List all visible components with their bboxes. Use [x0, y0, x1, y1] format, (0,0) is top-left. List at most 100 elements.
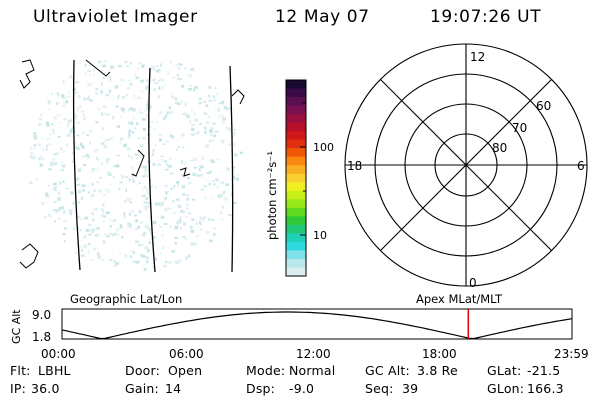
speckle-dot: [209, 133, 214, 137]
speckle-dot: [115, 105, 119, 108]
speckle-dot: [153, 88, 156, 91]
glat-value: -21.5: [527, 363, 561, 378]
speckle-dot: [50, 93, 53, 96]
speckle-dot: [102, 203, 105, 207]
speckle-dot: [170, 187, 173, 190]
speckle-dot: [162, 143, 166, 145]
speckle-dot: [233, 177, 237, 181]
speckle-dot: [101, 127, 105, 131]
status-label: GLon:: [487, 381, 525, 396]
speckle-dot: [47, 100, 52, 104]
speckle-dot: [206, 121, 210, 124]
speckle-dot: [75, 141, 77, 144]
altitude-xtick-label: 23:59: [554, 347, 589, 361]
meridian-line: [148, 67, 156, 273]
speckle-dot: [52, 187, 56, 190]
speckle-dot: [93, 189, 96, 193]
speckle-dot: [89, 99, 93, 102]
speckle-dot: [128, 129, 132, 133]
speckle-dot: [90, 229, 93, 233]
speckle-dot: [146, 103, 149, 106]
speckle-dot: [165, 260, 168, 263]
speckle-dot: [119, 223, 122, 228]
speckle-dot: [141, 194, 146, 198]
speckle-dot: [159, 225, 163, 228]
speckle-dot: [162, 245, 165, 250]
speckle-dot: [52, 182, 57, 186]
speckle-dot: [129, 255, 133, 258]
speckle-dot: [69, 129, 73, 133]
speckle-dot: [157, 163, 162, 166]
speckle-dot: [122, 213, 126, 216]
speckle-dot: [157, 69, 161, 73]
speckle-dot: [87, 191, 90, 194]
speckle-dot: [136, 96, 140, 99]
mlt-label-noon: 12: [470, 50, 485, 64]
speckle-dot: [58, 207, 62, 210]
speckle-dot: [119, 253, 121, 256]
speckle-dot: [158, 133, 162, 136]
speckle-dot: [104, 189, 107, 192]
speckle-dot: [143, 186, 147, 189]
speckle-dot: [161, 159, 163, 163]
colorbar-tick-label: 100: [313, 141, 334, 154]
speckle-dot: [106, 113, 110, 116]
colorbar-segment: [286, 156, 306, 166]
speckle-dot: [185, 203, 189, 206]
altitude-ytick-label: 1.8: [32, 330, 51, 344]
colorbar-segment: [286, 114, 306, 124]
speckle-dot: [164, 208, 168, 212]
colorbar-ticks: [300, 102, 306, 236]
speckle-dot: [196, 234, 199, 238]
speckle-dot: [110, 137, 113, 140]
speckle-dot: [109, 258, 113, 261]
speckle-dot: [215, 178, 218, 182]
speckle-dot: [62, 232, 66, 236]
speckle-dot: [172, 211, 176, 214]
speckle-dot: [186, 207, 189, 210]
speckle-dot: [193, 157, 197, 162]
speckle-dot: [101, 258, 104, 261]
speckle-dot: [68, 119, 72, 122]
speckle-dot: [142, 136, 146, 140]
speckle-dot: [55, 92, 59, 94]
speckle-dot: [169, 110, 173, 114]
speckle-dot: [210, 139, 214, 142]
speckle-dot: [181, 174, 185, 177]
speckle-dot: [217, 108, 220, 111]
speckle-dot: [218, 196, 221, 199]
speckle-dot: [190, 67, 195, 71]
status-label: GC Alt:: [365, 363, 410, 378]
speckle-dot: [209, 239, 213, 242]
speckle-dot: [78, 168, 81, 172]
speckle-dot: [118, 64, 122, 67]
speckle-dot: [89, 141, 92, 145]
speckle-dot: [145, 256, 149, 260]
speckle-dot: [75, 115, 79, 117]
speckle-dot: [70, 191, 74, 195]
speckle-dot: [182, 236, 186, 238]
speckle-dot: [227, 214, 232, 216]
speckle-dot: [98, 255, 101, 259]
speckle-dot: [212, 180, 215, 183]
speckle-dot: [211, 219, 215, 221]
speckle-dot: [142, 254, 146, 258]
speckle-dot: [74, 145, 78, 149]
speckle-dot: [175, 198, 180, 201]
speckle-dot: [93, 208, 97, 211]
speckle-dot: [75, 81, 80, 84]
speckle-dot: [68, 91, 70, 94]
speckle-dot: [84, 72, 87, 75]
speckle-dot: [33, 146, 36, 149]
speckle-dot: [53, 200, 57, 204]
speckle-dot: [65, 100, 68, 104]
speckle-dot: [222, 100, 225, 103]
speckle-dot: [144, 246, 149, 250]
speckle-dot: [63, 210, 66, 214]
speckle-dot: [59, 181, 61, 185]
speckle-dot: [211, 160, 215, 163]
speckle-dot: [145, 260, 149, 264]
speckle-dot: [149, 232, 153, 235]
lat-label-80: 80: [492, 141, 507, 155]
speckle-dot: [96, 168, 99, 172]
